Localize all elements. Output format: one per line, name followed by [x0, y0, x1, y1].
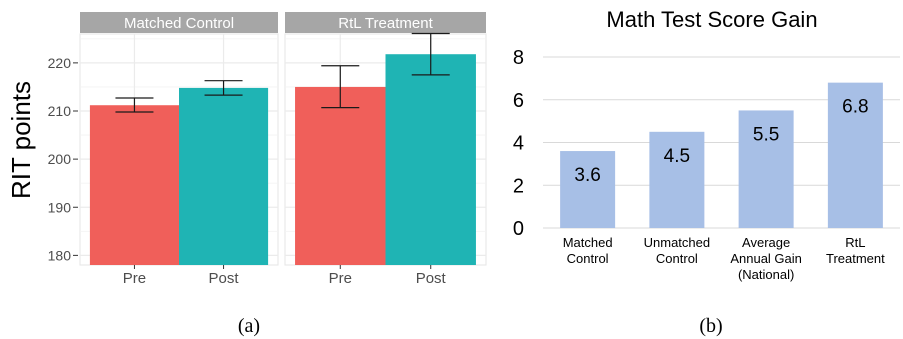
bar-pre [89, 105, 179, 265]
x-tick-label: Pre [329, 270, 352, 287]
facet-panel: RtL Treatment Pre Post [284, 12, 487, 287]
y-axis-title: RIT points [6, 81, 36, 199]
bar-post [179, 87, 269, 266]
chart-b-math-gain: Math Test Score Gain024683.6MatchedContr… [513, 7, 900, 337]
bar-pre [295, 86, 386, 265]
y-tick-label: 220 [48, 55, 72, 71]
y-tick-label: 190 [48, 199, 72, 215]
y-tick-label: 4 [513, 133, 524, 155]
x-tick-label: Post [209, 270, 240, 287]
y-tick-label: 2 [513, 175, 524, 197]
facet-panel: Matched Control Pre Post [79, 12, 279, 287]
y-tick-label: 180 [48, 247, 72, 263]
bar [649, 131, 705, 228]
y-tick-label: 210 [48, 103, 72, 119]
x-tick-label: Average [742, 235, 790, 250]
x-tick-label: Control [656, 251, 698, 266]
bar-post [385, 54, 476, 266]
x-tick-label: Matched [563, 235, 613, 250]
data-label: 4.5 [664, 146, 690, 167]
y-tick-label: 0 [513, 218, 524, 240]
y-tick-label: 6 [513, 90, 524, 112]
y-tick-label: 8 [513, 47, 524, 69]
x-tick-label: Treatment [826, 251, 885, 266]
x-tick-label: Pre [123, 270, 146, 287]
x-tick-label: (National) [738, 267, 794, 282]
data-label: 6.8 [842, 97, 868, 118]
facet-strip [285, 12, 486, 33]
error-bar [115, 97, 154, 113]
chart-a-rit-points: RIT points 180 190 200 210 220 Matched Control… [6, 12, 487, 337]
x-tick-label: Post [416, 270, 447, 287]
facet-strip [80, 12, 278, 33]
x-tick-label: Control [567, 251, 609, 266]
y-tick-label: 200 [48, 151, 72, 167]
x-tick-label: Unmatched [644, 235, 710, 250]
chart-title: Math Test Score Gain [606, 7, 817, 32]
data-label: 3.6 [574, 165, 600, 186]
x-tick-label: Annual Gain [730, 251, 802, 266]
facet-strip-title: Matched Control [124, 15, 234, 32]
panel-label: (b) [699, 315, 722, 337]
data-label: 5.5 [753, 124, 779, 145]
x-tick-label: RtL [845, 235, 865, 250]
error-bar [204, 80, 243, 96]
bar [827, 82, 883, 229]
error-bar [321, 65, 360, 109]
bar [738, 110, 794, 228]
panel-label: (a) [238, 315, 260, 337]
bar [560, 151, 616, 228]
facet-strip-title: RtL Treatment [338, 15, 433, 32]
error-bar [411, 32, 450, 76]
